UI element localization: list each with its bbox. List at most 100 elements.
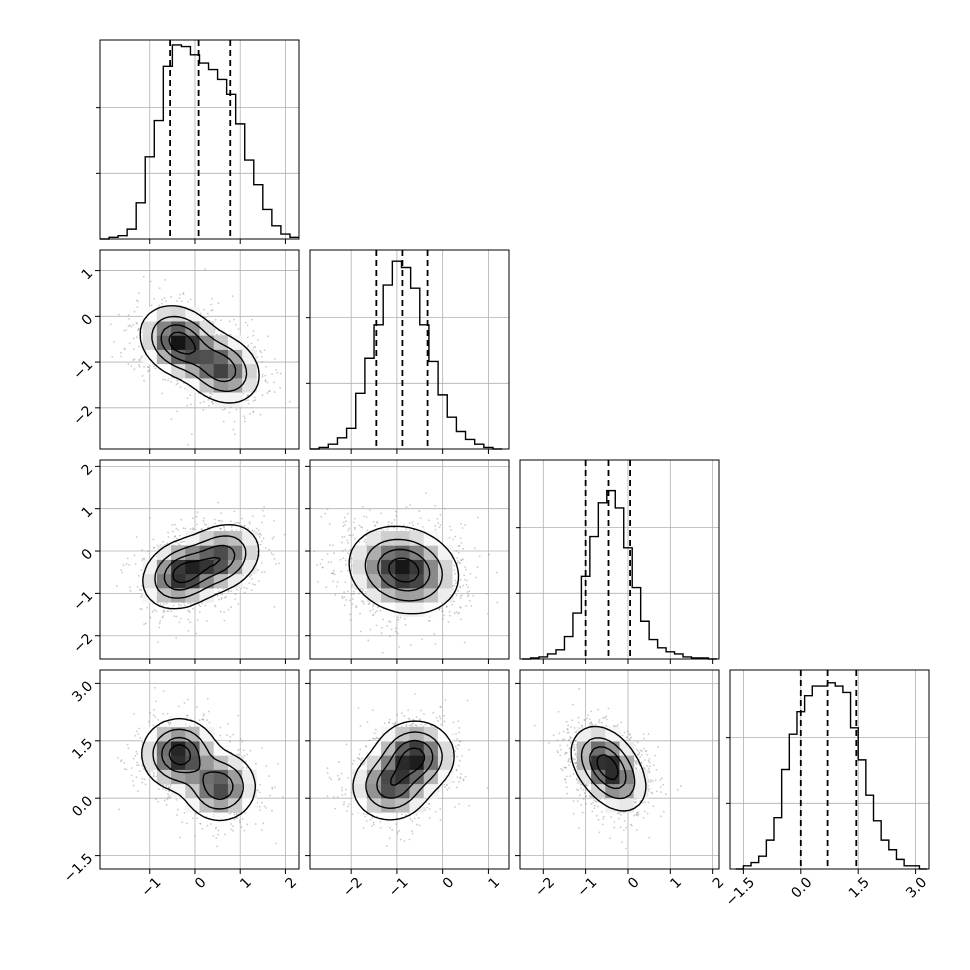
density-cell: [185, 349, 200, 365]
scatter-point: [254, 823, 257, 825]
scatter-point: [369, 610, 372, 612]
contour-level-0: [139, 305, 260, 404]
scatter-point: [438, 608, 441, 611]
scatter-point: [397, 618, 400, 621]
scatter-point: [234, 593, 237, 596]
density-cell: [171, 587, 186, 603]
scatter-point: [367, 639, 370, 642]
scatter-point: [167, 610, 170, 613]
density-cell: [213, 392, 229, 407]
scatter-point: [257, 569, 259, 571]
scatter-point: [467, 586, 469, 588]
scatter-point: [138, 365, 141, 368]
hist-bar: [456, 431, 465, 449]
hist-bar: [789, 734, 797, 869]
density-cell: [199, 545, 215, 560]
density-cell: [156, 306, 172, 322]
scatter-point: [119, 351, 122, 354]
scatter-point: [235, 529, 238, 532]
scatter-point: [210, 309, 213, 312]
scatter-point: [472, 594, 475, 597]
scatter-point: [263, 506, 265, 508]
scatter-point: [245, 760, 247, 763]
hist-bar: [438, 395, 447, 449]
scatter-point: [466, 579, 468, 582]
scatter-point: [137, 328, 140, 331]
density-cell: [366, 531, 382, 546]
scatter-point: [222, 587, 225, 590]
scatter-point: [211, 309, 214, 311]
scatter-point: [393, 526, 396, 529]
scatter-point: [228, 320, 231, 323]
scatter-point: [260, 540, 263, 542]
scatter-point: [463, 574, 466, 577]
scatter-point: [342, 557, 345, 560]
scatter-point: [154, 716, 157, 718]
scatter-point: [456, 556, 458, 559]
scatter-point: [466, 591, 469, 594]
density-cell: [352, 559, 368, 575]
scatter-point: [359, 630, 362, 633]
scatter-point: [462, 584, 465, 587]
scatter-point: [393, 519, 396, 521]
scatter-point: [140, 569, 143, 571]
scatter-point: [214, 604, 216, 607]
scatter-point: [189, 298, 192, 301]
scatter-point: [208, 395, 211, 398]
scatter-point: [210, 396, 212, 398]
scatter-point: [433, 632, 436, 635]
density-cell: [437, 545, 453, 560]
scatter-point: [259, 413, 262, 416]
scatter-point: [182, 527, 185, 530]
density-cell: [213, 545, 229, 560]
scatter-point: [186, 397, 189, 400]
scatter-point: [163, 297, 166, 299]
scatter-point: [288, 400, 291, 403]
hist-bar: [851, 728, 859, 869]
scatter-point: [376, 521, 378, 524]
density-cell: [185, 363, 200, 379]
scatter-point: [486, 612, 489, 615]
scatter-point: [366, 529, 369, 532]
scatter-point: [246, 346, 249, 348]
scatter-point: [352, 590, 355, 593]
density-cell: [423, 559, 439, 575]
scatter-point: [343, 521, 345, 524]
scatter-point: [261, 373, 264, 376]
scatter-point: [261, 571, 263, 573]
scatter-point: [161, 298, 164, 301]
scatter-point: [331, 572, 334, 575]
scatter-point: [275, 369, 278, 371]
scatter-point: [352, 521, 355, 524]
scatter-point: [166, 610, 169, 612]
scatter-point: [330, 561, 332, 564]
hist-bar: [365, 358, 374, 449]
scatter-point: [174, 535, 177, 537]
scatter-point: [127, 363, 130, 366]
hist-bar: [866, 795, 874, 869]
scatter-point: [262, 537, 265, 540]
scatter-point: [204, 268, 207, 271]
scatter-point: [279, 386, 282, 389]
scatter-point: [364, 590, 367, 593]
hist-bar: [227, 94, 236, 239]
density-cell: [171, 335, 186, 350]
scatter-point: [248, 582, 251, 585]
scatter-point: [133, 358, 136, 361]
scatter-point: [438, 526, 441, 529]
scatter-point: [454, 579, 457, 582]
scatter-point: [192, 528, 194, 531]
scatter-point: [115, 585, 118, 587]
density-cell: [352, 573, 368, 589]
scatter-point: [387, 524, 390, 527]
scatter-point: [386, 528, 389, 531]
scatter-point: [390, 628, 393, 631]
scatter-point: [376, 521, 379, 524]
scatter-point: [223, 408, 226, 411]
scatter-point: [368, 509, 371, 511]
scatter-point: [409, 504, 412, 506]
scatter-point: [434, 528, 437, 531]
scatter-point: [273, 391, 276, 393]
scatter-point: [132, 359, 135, 361]
scatter-point: [371, 614, 374, 617]
